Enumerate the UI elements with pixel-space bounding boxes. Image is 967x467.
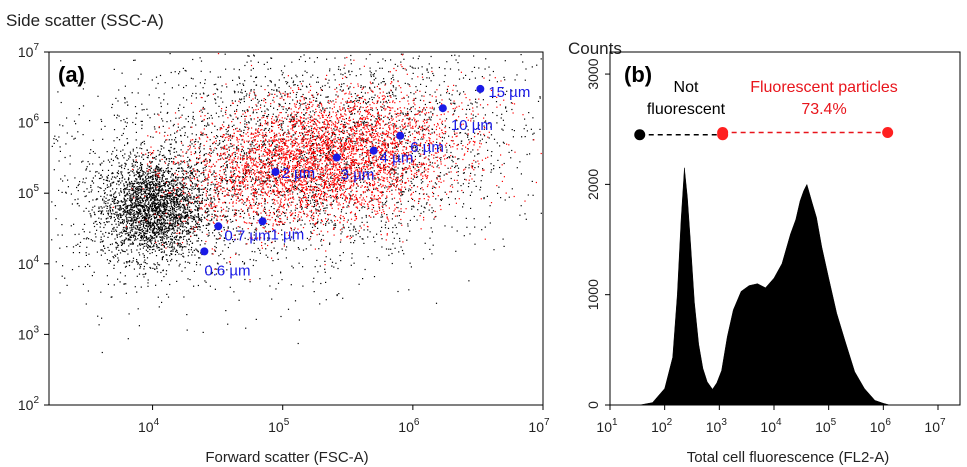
bead-point — [438, 104, 447, 113]
bead-label: 2 µm — [281, 165, 315, 182]
panel-b-histogram: Counts Total cell fluorescence (FL2-A) 1… — [568, 39, 961, 466]
panel-b-plot-frame — [609, 51, 961, 406]
panel-a-y-axis-label: Side scatter (SSC-A) — [6, 11, 164, 30]
panel-a-event-clouds — [51, 53, 542, 354]
panel-b-y-axis-label: Counts — [568, 39, 622, 58]
bead-label: 15 µm — [488, 84, 530, 101]
panel-b-histogram-area — [639, 167, 890, 406]
x-tick-label: 105 — [268, 417, 290, 435]
gate-end-marker — [882, 127, 894, 139]
x-tick-label: 101 — [596, 417, 618, 435]
gate-label: Not — [674, 79, 699, 96]
bead-point — [200, 247, 209, 256]
x-tick-label: 103 — [706, 417, 728, 435]
bead-point — [369, 146, 378, 155]
gate-label: Fluorescent particles — [750, 79, 898, 96]
bead-point — [332, 153, 341, 162]
y-tick-label: 106 — [18, 113, 40, 131]
gate-label: 73.4% — [801, 101, 846, 118]
x-tick-label: 107 — [528, 417, 550, 435]
panel-b-gates: Not fluorescent Fluorescent particles 73.4% — [634, 79, 898, 141]
bead-point — [476, 84, 485, 93]
bead-label: 4 µm — [380, 150, 414, 167]
y-tick-label: 107 — [18, 42, 40, 60]
panel-a-x-axis-label: Forward scatter (FSC-A) — [205, 449, 368, 466]
bead-label: 6 µm — [410, 139, 444, 156]
bead-point — [396, 131, 405, 140]
x-tick-label: 102 — [651, 417, 673, 435]
y-tick-label: 104 — [18, 254, 40, 272]
y-tick-label: 0 — [585, 401, 601, 409]
gate-start-marker — [717, 127, 729, 139]
bead-point — [271, 167, 280, 176]
bead-label: 10 µm — [451, 117, 493, 134]
x-tick-label: 105 — [815, 417, 837, 435]
event-cloud — [51, 53, 542, 354]
x-tick-label: 104 — [760, 417, 782, 435]
y-tick-label: 105 — [18, 183, 40, 201]
panel-b-ticks: 101 102 103 104 105 106 107 0 1000 2000 3000 — [585, 58, 946, 435]
bead-label: 0.6 µm — [204, 262, 250, 279]
panel-a-plot-frame — [48, 51, 544, 406]
panel-b-label: (b) — [624, 62, 652, 87]
panel-a-scatter: Side scatter (SSC-A) Forward scatter (FS… — [6, 11, 550, 466]
y-tick-label: 3000 — [585, 58, 601, 89]
x-tick-label: 106 — [398, 417, 420, 435]
x-tick-label: 104 — [138, 417, 160, 435]
bead-label: 3 µm — [341, 167, 375, 184]
gate-label: fluorescent — [647, 101, 726, 118]
panel-a-bead-series: 0.6 µm 0.7 µm 1 µm 2 µm 3 µm 4 µm6 µm 10 µm 15 … — [200, 84, 530, 279]
y-tick-label: 2000 — [585, 169, 601, 200]
panel-b-x-axis-label: Total cell fluorescence (FL2-A) — [687, 449, 890, 466]
x-tick-label: 106 — [870, 417, 892, 435]
bead-point — [214, 222, 223, 231]
bead-label: 0.7 µm — [224, 227, 270, 244]
y-tick-label: 103 — [18, 324, 40, 342]
panel-a-label: (a) — [58, 62, 85, 87]
bead-label: 1 µm — [271, 226, 305, 243]
x-tick-label: 107 — [924, 417, 946, 435]
gate-start-marker — [634, 129, 646, 141]
bead-point — [258, 217, 267, 226]
y-tick-label: 1000 — [585, 279, 601, 310]
event-cloud — [54, 120, 240, 310]
event-cloud — [112, 53, 542, 281]
y-tick-label: 102 — [18, 395, 40, 413]
